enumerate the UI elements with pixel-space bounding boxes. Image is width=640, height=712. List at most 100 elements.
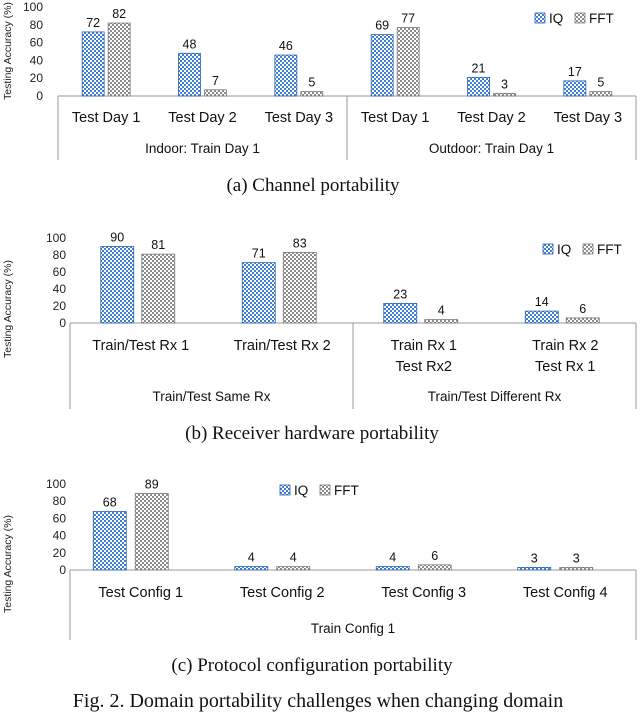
y-axis-label: Testing Accuracy (%): [2, 515, 14, 613]
category-label: Test Day 1: [361, 110, 430, 126]
group-label: Train Config 1: [311, 621, 395, 636]
data-label-fft: 3: [501, 77, 508, 91]
data-label-iq: 46: [279, 39, 293, 53]
bar-iq: [467, 76, 490, 97]
group-label: Train/Test Same Rx: [152, 389, 270, 404]
data-label-fft: 6: [579, 302, 586, 316]
group-label: Indoor: Train Day 1: [145, 141, 260, 156]
category-label: Test Config 4: [523, 585, 608, 601]
legend-label-fft: FFT: [334, 483, 359, 498]
data-label-fft: 3: [573, 551, 580, 565]
legend-swatch-iq: [279, 484, 291, 496]
category-label: Train Rx 1: [391, 338, 457, 354]
category-label: Test Day 3: [265, 110, 334, 126]
data-label-iq: 3: [531, 551, 538, 565]
y-tick-label: 60: [53, 511, 67, 525]
bar-fft: [282, 252, 317, 324]
data-label-fft: 6: [431, 549, 438, 563]
y-tick-label: 100: [46, 231, 66, 245]
category-label: Test Rx2: [396, 359, 452, 375]
bar-fft: [134, 493, 169, 571]
bar-fft: [565, 317, 600, 324]
bar-fft: [424, 319, 459, 324]
y-tick-label: 40: [53, 529, 67, 543]
chart-panel-a: 0 20 40 60 80 100 Testing Accuracy (%) 72 82 Test…: [2, 0, 637, 160]
chart-panel-b: 0 20 40 60 80 100 Testing Accuracy (%) 90 81 Trai…: [2, 231, 637, 409]
y-tick-label: 40: [30, 53, 44, 67]
y-axis-label: Testing Accuracy (%): [2, 2, 14, 100]
figure-caption: Fig. 2. Domain portability challenges wh…: [73, 690, 563, 712]
caption-panel-c: (c) Protocol configuration portability: [171, 655, 453, 676]
bar-fft: [204, 89, 227, 97]
data-label-fft: 82: [112, 7, 126, 21]
data-label-iq: 48: [183, 37, 197, 51]
legend-swatch-fft: [574, 12, 586, 24]
data-label-iq: 71: [252, 247, 266, 261]
y-tick-label: 60: [53, 265, 67, 279]
group-label: Train/Test Different Rx: [428, 389, 562, 404]
legend-label-fft: FFT: [597, 242, 622, 257]
data-label-iq: 23: [393, 287, 407, 301]
data-label-fft: 5: [308, 76, 315, 90]
bar-iq: [563, 80, 587, 97]
data-label-iq: 4: [248, 551, 255, 565]
legend-swatch-iq: [534, 12, 546, 24]
y-tick-label: 80: [53, 248, 67, 262]
bar-fft: [141, 253, 176, 324]
category-label: Train Rx 2: [532, 338, 598, 354]
y-tick-label: 0: [59, 316, 66, 330]
y-tick-label: 20: [30, 71, 44, 85]
bar-iq: [92, 511, 127, 571]
bar-iq: [81, 31, 105, 97]
category-label: Test Config 2: [240, 585, 325, 601]
y-tick-label: 100: [46, 477, 66, 491]
legend-label-fft: FFT: [589, 11, 614, 26]
category-label: Train/Test Rx 1: [92, 338, 189, 354]
y-tick-label: 0: [36, 89, 43, 103]
data-label-fft: 4: [290, 551, 297, 565]
data-label-iq: 17: [568, 65, 582, 79]
data-label-iq: 69: [375, 19, 389, 33]
bar-iq: [383, 303, 418, 324]
bar-fft: [559, 567, 594, 571]
legend-label-iq: IQ: [294, 483, 308, 498]
y-tick-label: 0: [59, 563, 66, 577]
category-label: Test Day 3: [554, 110, 623, 126]
data-label-iq: 21: [472, 61, 486, 75]
y-tick-label: 80: [53, 494, 67, 508]
y-tick-label: 100: [23, 0, 43, 14]
y-tick-label: 40: [53, 282, 67, 296]
data-label-fft: 89: [145, 477, 159, 491]
y-tick-label: 80: [30, 18, 44, 32]
bar-iq: [517, 567, 552, 571]
category-label: Test Config 1: [98, 585, 183, 601]
category-label: Train/Test Rx 2: [234, 338, 331, 354]
bar-fft: [107, 22, 131, 97]
y-axis-label: Testing Accuracy (%): [2, 260, 14, 358]
chart-panel-c: 0 20 40 60 80 100 Testing Accuracy (%) 68 89 Test…: [2, 477, 637, 640]
bar-fft: [589, 91, 613, 97]
category-label: Test Day 1: [72, 110, 141, 126]
legend-label-iq: IQ: [549, 11, 563, 26]
y-tick-label: 20: [53, 546, 67, 560]
bar-iq: [274, 54, 298, 97]
bar-iq: [370, 34, 394, 97]
data-label-iq: 68: [103, 496, 117, 510]
data-label-iq: 14: [535, 295, 549, 309]
data-label-fft: 77: [401, 11, 415, 25]
data-label-iq: 72: [86, 16, 100, 30]
data-label-iq: 4: [389, 551, 396, 565]
y-tick-label: 20: [53, 299, 67, 313]
legend-swatch-fft: [319, 484, 331, 496]
caption-panel-a: (a) Channel portability: [226, 175, 400, 196]
bar-fft: [276, 566, 311, 571]
data-label-fft: 5: [597, 76, 604, 90]
data-label-iq: 90: [110, 231, 124, 245]
bar-iq: [524, 310, 559, 324]
data-label-fft: 4: [438, 304, 445, 318]
category-label: Test Config 3: [381, 585, 466, 601]
bar-fft: [417, 564, 452, 571]
legend-label-iq: IQ: [557, 242, 571, 257]
data-label-fft: 81: [151, 238, 165, 252]
